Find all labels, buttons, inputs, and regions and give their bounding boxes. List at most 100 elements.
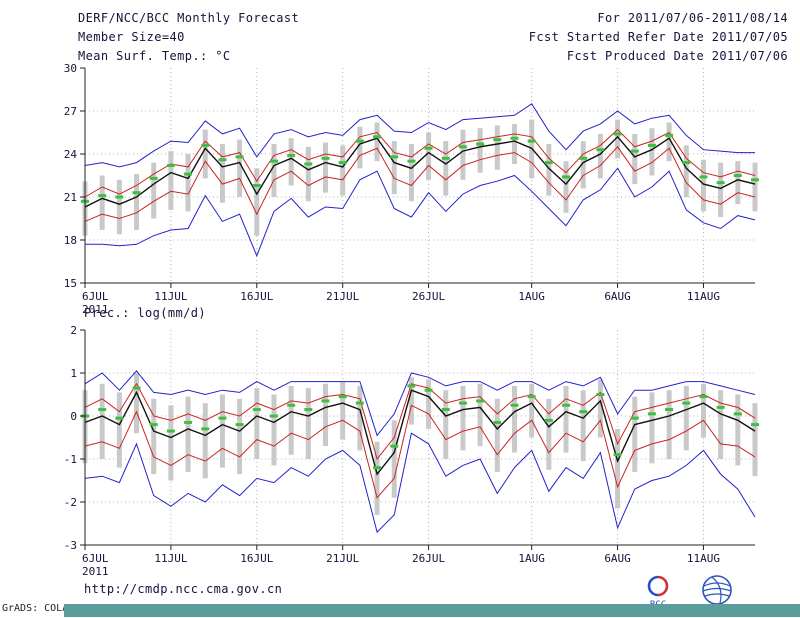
spread-bar bbox=[752, 162, 758, 212]
series-ensemble-min bbox=[84, 432, 756, 534]
spread-bar bbox=[460, 129, 466, 180]
spread-bar bbox=[116, 392, 122, 468]
spread-bar bbox=[700, 383, 706, 438]
series-ensemble-max bbox=[84, 103, 755, 168]
spread-bar bbox=[735, 394, 741, 466]
spread-bar bbox=[357, 126, 363, 169]
x-tick-label: 6AUG bbox=[604, 552, 631, 565]
x-tick-label: 6JUL bbox=[82, 290, 109, 303]
spread-bar bbox=[340, 145, 346, 196]
spread-bar bbox=[683, 145, 689, 197]
series-lower-quartile bbox=[84, 404, 756, 499]
spread-bar bbox=[219, 143, 225, 203]
y-tick-label: 21 bbox=[64, 191, 77, 204]
spread-bar bbox=[511, 385, 517, 453]
spread-bar bbox=[666, 390, 672, 459]
y-tick-label: 2 bbox=[70, 324, 77, 337]
precip-panel-title: Prec.: log(mm/d) bbox=[84, 306, 206, 320]
spread-bar bbox=[271, 143, 277, 197]
spread-bar bbox=[305, 146, 311, 202]
spread-bar bbox=[219, 394, 225, 468]
ncc-logo-swoosh bbox=[711, 576, 722, 604]
series-upper-quartile bbox=[84, 382, 756, 461]
x-tick-label: 16JUL bbox=[240, 552, 273, 565]
spread-bar bbox=[494, 125, 500, 170]
bcc-logo-blue-arc bbox=[647, 575, 659, 597]
x-tick-label: 16JUL bbox=[240, 290, 273, 303]
spread-bar bbox=[494, 398, 500, 472]
y-tick-label: 27 bbox=[64, 105, 77, 118]
series-ensemble-max bbox=[84, 370, 756, 437]
spread-bar bbox=[546, 143, 552, 196]
spread-bar bbox=[168, 151, 174, 210]
spread-bar bbox=[185, 396, 191, 472]
produced-date: Fcst Produced Date 2011/07/06 bbox=[566, 49, 788, 63]
series-upper-quartile bbox=[84, 128, 756, 198]
spread-bar bbox=[666, 122, 672, 162]
spread-bar bbox=[443, 390, 449, 459]
spread-bar bbox=[340, 381, 346, 440]
series-lower-quartile bbox=[84, 146, 756, 222]
spread-bar bbox=[254, 388, 260, 459]
spread-bar bbox=[615, 119, 621, 159]
ncc-logo-arc-2 bbox=[702, 587, 732, 592]
y-tick-label: 0 bbox=[70, 410, 77, 423]
x-tick-label: 1AUG bbox=[518, 290, 545, 303]
spread-bar bbox=[426, 132, 432, 180]
y-tick-label: 24 bbox=[64, 148, 78, 161]
spread-bar bbox=[718, 162, 724, 218]
spread-bar bbox=[529, 383, 535, 438]
series-ensemble-mean bbox=[84, 135, 756, 208]
y-tick-label: 1 bbox=[70, 367, 77, 380]
ncc-logo-arc-3 bbox=[704, 593, 730, 597]
forecast-range: For 2011/07/06-2011/08/14 bbox=[597, 11, 788, 25]
x-tick-label: 11AUG bbox=[687, 290, 720, 303]
spread-bar bbox=[237, 139, 243, 197]
spread-bar bbox=[134, 373, 140, 434]
spread-bar bbox=[408, 143, 414, 202]
spread-bar bbox=[477, 128, 483, 173]
spread-bar bbox=[288, 385, 294, 455]
y-tick-label: 18 bbox=[64, 234, 77, 247]
x-tick-label: 1AUG bbox=[518, 552, 545, 565]
spread-bar bbox=[99, 175, 105, 230]
spread-bar bbox=[615, 428, 621, 509]
spread-bar bbox=[580, 390, 586, 462]
spread-bar bbox=[151, 162, 157, 219]
y-tick-label: -2 bbox=[64, 496, 77, 509]
spread-bar bbox=[254, 168, 260, 236]
spread-bar bbox=[134, 174, 140, 230]
spread-bar bbox=[323, 383, 329, 447]
y-tick-label: 15 bbox=[64, 277, 77, 290]
series-ensemble-min bbox=[85, 167, 756, 258]
footer-bar bbox=[64, 604, 800, 617]
spread-bar bbox=[374, 122, 380, 162]
spread-bar bbox=[391, 420, 397, 498]
spread-bar bbox=[632, 133, 638, 185]
page-title: DERF/NCC/BCC Monthly Forecast bbox=[78, 11, 300, 25]
spread-bar bbox=[752, 403, 758, 477]
spread-bar bbox=[271, 394, 277, 466]
spread-bar bbox=[443, 141, 449, 196]
spread-bar bbox=[185, 154, 191, 212]
spread-bar bbox=[580, 141, 586, 189]
spread-bar bbox=[426, 379, 432, 429]
x-tick-label: 6JUL bbox=[82, 552, 109, 565]
spread-bar bbox=[116, 179, 122, 235]
x-tick-label: 11JUL bbox=[154, 290, 187, 303]
spread-bar bbox=[151, 398, 157, 475]
spread-bar bbox=[632, 396, 638, 472]
footer-url: http://cmdp.ncc.cma.gov.cn bbox=[84, 582, 283, 596]
year-label: 2011 bbox=[82, 303, 109, 316]
spread-bar bbox=[511, 123, 517, 165]
x-tick-label: 11AUG bbox=[687, 552, 720, 565]
spread-bar bbox=[305, 388, 311, 459]
spread-bar bbox=[202, 403, 208, 479]
spread-bar bbox=[202, 129, 208, 179]
spread-bar bbox=[718, 390, 724, 459]
refer-date: Fcst Started Refer Date 2011/07/05 bbox=[528, 30, 788, 44]
series-ensemble-mean bbox=[84, 389, 756, 476]
spread-bar bbox=[597, 133, 603, 179]
spread-bar bbox=[477, 383, 483, 447]
